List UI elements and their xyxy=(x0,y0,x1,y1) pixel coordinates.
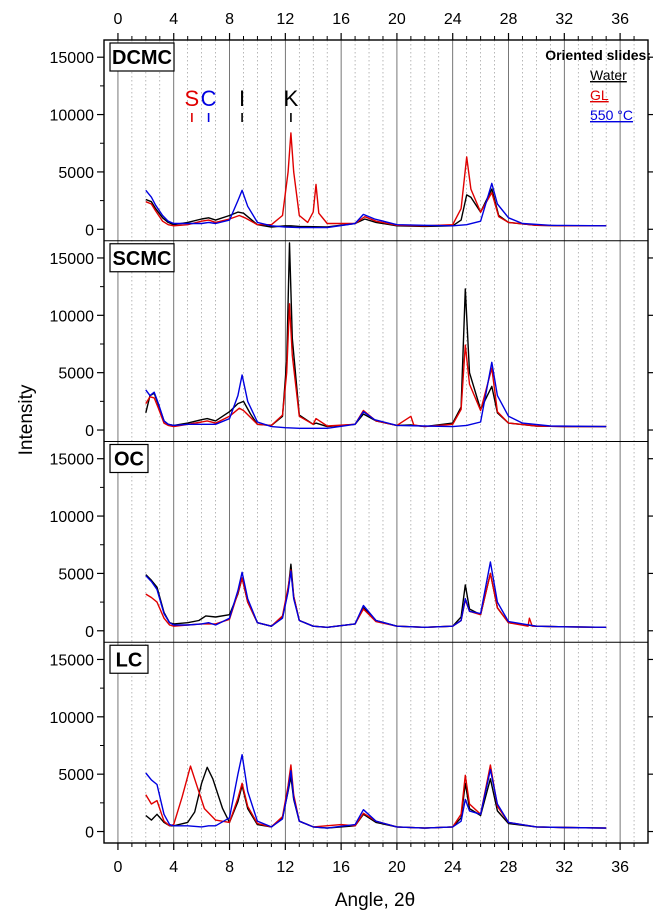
legend-item-water: Water xyxy=(590,67,627,83)
labels: 0 0 4 4 8 8 12 12 16 16 20 20 24 24 28 28 32 32 36 36 0 5000 1… xyxy=(50,11,652,876)
series-line-oc-water xyxy=(145,563,607,628)
peak-marker-label-c: C xyxy=(201,86,217,111)
x-tick-label-bottom: 4 xyxy=(169,859,178,876)
y-tick-label: 5000 xyxy=(58,165,94,182)
y-tick-label: 10000 xyxy=(50,710,95,727)
series-line-lc-gl xyxy=(145,764,607,829)
panel-label-scmc: SCMC xyxy=(113,248,172,270)
y-tick-label: 15000 xyxy=(50,452,95,469)
series-line-dcmc-550c xyxy=(145,182,607,229)
x-tick-label-bottom: 24 xyxy=(444,859,462,876)
x-tick-label-bottom: 32 xyxy=(555,859,573,876)
x-tick-label-bottom: 0 xyxy=(113,859,122,876)
x-tick-label-bottom: 36 xyxy=(611,859,629,876)
x-tick-label-top: 36 xyxy=(611,11,629,28)
series-line-dcmc-gl xyxy=(145,132,607,227)
axis-ticks xyxy=(97,33,653,850)
y-tick-label: 5000 xyxy=(58,366,94,383)
x-tick-label-top: 4 xyxy=(169,11,178,28)
y-tick-label: 15000 xyxy=(50,251,95,268)
x-tick-label-bottom: 8 xyxy=(225,859,234,876)
series-line-scmc-gl xyxy=(145,303,607,428)
y-tick-label: 0 xyxy=(85,423,94,440)
y-tick-label: 15000 xyxy=(50,652,95,669)
x-tick-label-bottom: 20 xyxy=(388,859,406,876)
x-tick-label-top: 12 xyxy=(276,11,294,28)
series-line-oc-gl xyxy=(145,569,607,628)
peak-marker-label-k: K xyxy=(284,86,299,111)
peak-marker-label-i: I xyxy=(239,86,245,111)
legend-item-gl: GL xyxy=(590,87,609,103)
y-tick-label: 0 xyxy=(85,624,94,641)
panel-label-box xyxy=(109,644,149,674)
x-tick-label-top: 20 xyxy=(388,11,406,28)
panel-label-box xyxy=(109,42,175,72)
x-axis-title: Angle, 2θ xyxy=(335,890,415,911)
x-tick-label-bottom: 12 xyxy=(276,859,294,876)
y-tick-label: 5000 xyxy=(58,767,94,784)
x-tick-label-top: 16 xyxy=(332,11,350,28)
x-tick-label-bottom: 16 xyxy=(332,859,350,876)
panel-label-box xyxy=(109,243,175,273)
y-tick-label: 15000 xyxy=(50,50,95,67)
x-tick-label-bottom: 28 xyxy=(500,859,518,876)
peak-marker-label-s: S xyxy=(185,86,200,111)
plot-frame xyxy=(103,39,649,844)
panel-label-oc: OC xyxy=(114,449,144,471)
y-axis-title: Intensity xyxy=(16,384,37,455)
y-tick-label: 5000 xyxy=(58,566,94,583)
legend-title: Oriented slides: xyxy=(545,47,651,63)
series-line-scmc-water xyxy=(145,242,607,428)
series-line-lc-550c xyxy=(145,754,607,829)
x-tick-label-top: 28 xyxy=(500,11,518,28)
x-tick-label-top: 32 xyxy=(555,11,573,28)
legend-item-550c: 550 °C xyxy=(590,107,633,123)
y-tick-label: 10000 xyxy=(50,308,95,325)
y-tick-label: 0 xyxy=(85,222,94,239)
y-tick-label: 10000 xyxy=(50,108,95,125)
x-tick-label-top: 8 xyxy=(225,11,234,28)
series-lines xyxy=(145,132,607,829)
y-tick-label: 0 xyxy=(85,825,94,842)
series-line-oc-550c xyxy=(145,561,607,628)
panel-label-dcmc: DCMC xyxy=(112,47,172,69)
series-line-scmc-550c xyxy=(145,361,607,429)
x-tick-label-top: 24 xyxy=(444,11,462,28)
x-tick-label-top: 0 xyxy=(113,11,122,28)
y-tick-label: 10000 xyxy=(50,509,95,526)
panel-label-box xyxy=(109,443,149,474)
panel-label-lc: LC xyxy=(116,649,143,671)
